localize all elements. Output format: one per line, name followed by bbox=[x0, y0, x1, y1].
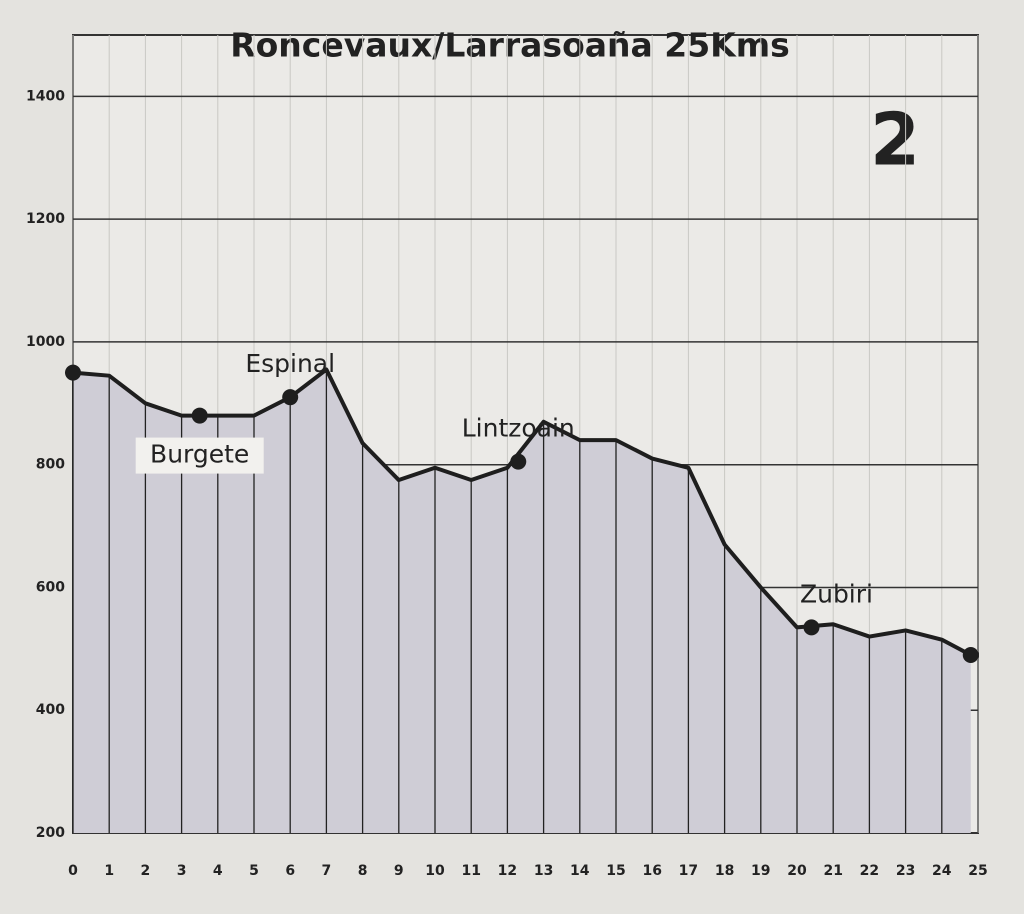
x-tick-label: 3 bbox=[177, 863, 187, 879]
y-tick-label: 1400 bbox=[26, 88, 65, 104]
y-tick-label: 800 bbox=[36, 457, 65, 473]
place-label: Lintzoain bbox=[462, 414, 575, 443]
x-tick-label: 7 bbox=[322, 863, 332, 879]
chart-title: Roncevaux/Larrasoaña 25Kms bbox=[230, 26, 790, 65]
place-marker bbox=[962, 646, 979, 663]
y-tick-label: 1000 bbox=[26, 334, 65, 350]
x-tick-label: 19 bbox=[751, 863, 770, 879]
x-tick-label: 11 bbox=[461, 863, 480, 879]
x-tick-label: 2 bbox=[141, 863, 151, 879]
x-tick-label: 22 bbox=[860, 863, 879, 879]
y-tick-label: 400 bbox=[36, 702, 65, 718]
x-tick-label: 18 bbox=[715, 863, 734, 879]
area-fill bbox=[73, 369, 971, 833]
x-tick-label: 21 bbox=[823, 863, 842, 879]
place-marker bbox=[803, 619, 820, 636]
x-tick-label: 25 bbox=[968, 863, 987, 879]
x-tick-label: 1 bbox=[104, 863, 114, 879]
x-tick-label: 8 bbox=[358, 863, 368, 879]
x-tick-label: 17 bbox=[679, 863, 698, 879]
x-tick-label: 15 bbox=[606, 863, 625, 879]
place-marker bbox=[282, 389, 299, 406]
x-tick-label: 23 bbox=[896, 863, 915, 879]
profile-line bbox=[72, 367, 972, 657]
place-marker bbox=[65, 364, 81, 381]
x-tick-label: 6 bbox=[285, 863, 295, 879]
x-tick-label: 24 bbox=[932, 863, 952, 879]
x-tick-label: 16 bbox=[642, 863, 661, 879]
place-marker bbox=[510, 453, 527, 470]
label-background bbox=[135, 437, 264, 474]
x-tick-label: 14 bbox=[570, 863, 590, 879]
place-label: Burgete bbox=[150, 440, 249, 469]
x-tick-label: 10 bbox=[425, 863, 445, 879]
y-tick-label: 1200 bbox=[26, 211, 65, 227]
y-tick-label: 200 bbox=[36, 825, 65, 841]
x-tick-label: 13 bbox=[534, 863, 553, 879]
y-tick-label: 600 bbox=[36, 579, 65, 595]
stage-number: 2 bbox=[870, 98, 920, 182]
x-tick-label: 0 bbox=[68, 863, 78, 879]
x-tick-label: 9 bbox=[394, 863, 404, 879]
x-tick-label: 20 bbox=[787, 863, 807, 879]
place-label: Espinal bbox=[245, 349, 335, 378]
x-tick-label: 5 bbox=[249, 863, 259, 879]
x-tick-label: 4 bbox=[213, 863, 223, 879]
place-marker bbox=[191, 407, 208, 424]
x-tick-label: 12 bbox=[498, 863, 517, 879]
place-label: Zubiri bbox=[800, 579, 873, 608]
